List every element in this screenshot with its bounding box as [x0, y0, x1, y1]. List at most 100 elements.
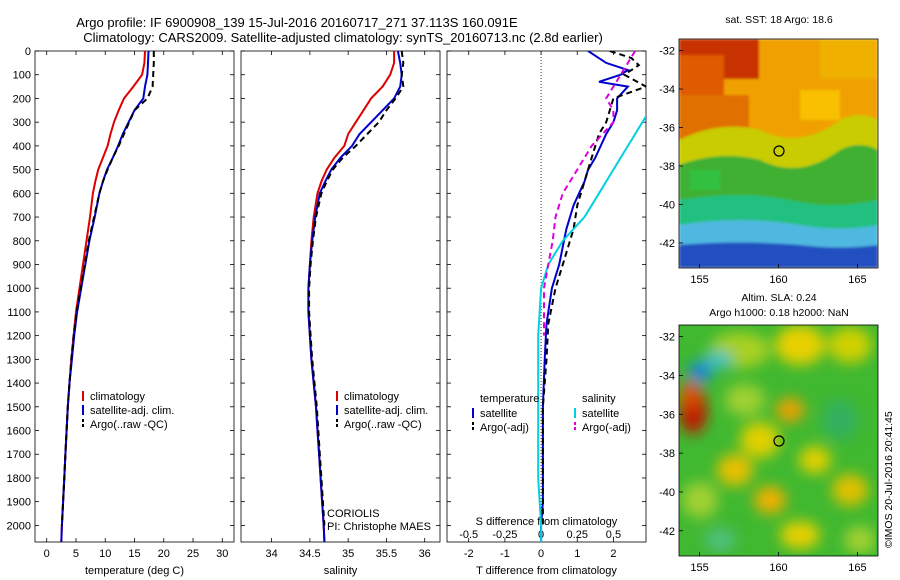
plot-frame	[446, 50, 647, 543]
annotation-text: CORIOLIS	[327, 508, 380, 520]
y-tick-label: 2000	[7, 520, 31, 532]
series-line	[60, 51, 155, 526]
x-tick-label: 2	[610, 548, 616, 560]
plot-frame	[34, 50, 235, 543]
map-x-tick-label: 165	[848, 274, 866, 286]
x-tick-label: 5	[73, 548, 79, 560]
y-tick-label: 200	[13, 93, 31, 105]
x-tick-label: 20	[158, 548, 170, 560]
y-tick-label: 1900	[7, 497, 31, 509]
series-line	[308, 51, 405, 526]
x-tick-label: 1	[574, 548, 580, 560]
x-tick-label: 0	[538, 548, 544, 560]
map-y-tick-label: -36	[659, 123, 675, 135]
x-tick-label: 35	[342, 548, 354, 560]
profile-panel-2: 34 34.5 35 35.5 36 salinity climatology satelli…	[240, 50, 441, 577]
y-tick-label: 400	[13, 141, 31, 153]
map-y-tick-label: -40	[659, 487, 675, 499]
x-tick-label-salinity: -0.25	[492, 529, 517, 541]
series-group	[537, 51, 646, 542]
legend-label: satellite	[582, 408, 619, 420]
float-position-marker	[773, 145, 785, 157]
y-tick-label: 100	[13, 70, 31, 82]
legend-label: Argo(..raw -QC)	[90, 419, 168, 431]
sla-field	[679, 325, 878, 556]
y-tick-label: 300	[13, 117, 31, 129]
x-tick-label: 36	[419, 548, 431, 560]
map-y-tick-label: -40	[659, 199, 675, 211]
y-tick-label: 1600	[7, 426, 31, 438]
map-y-tick-label: -42	[659, 526, 675, 538]
profile-panel-1: 0 5 10 15 20 25 30 temperature (deg C) 0 100 200 30…	[7, 46, 235, 577]
series-line	[537, 114, 646, 542]
y-tick-label: 0	[25, 46, 31, 58]
map-y-tick-label: -42	[659, 238, 675, 250]
map-y-tick-label: -32	[659, 46, 675, 58]
sla-map-panel: Altim. SLA: 0.24 Argo h1000: 0.18 h2000:…	[659, 292, 879, 574]
y-tick-label: 800	[13, 236, 31, 248]
profile-panel-3: -2 -1 0 1 2 T difference from climatology -0.5…	[446, 50, 647, 577]
series-group	[60, 51, 155, 542]
x-tick-label: 15	[128, 548, 140, 560]
sst-field	[679, 39, 878, 268]
map-x-tick-label: 155	[690, 562, 708, 574]
legend-label: satellite-adj. clim.	[90, 405, 174, 417]
x-tick-label: 34	[265, 548, 277, 560]
series-line	[543, 51, 636, 336]
y-tick-label: 700	[13, 212, 31, 224]
plot-frame	[240, 50, 441, 543]
sst-map-panel: sat. SST: 18 Argo: 18.6 155 160 165 -32 -34 -…	[659, 14, 879, 286]
legend-label: satellite-adj. clim.	[344, 405, 428, 417]
legend-label: Argo(..raw -QC)	[344, 419, 422, 431]
x-axis-label: salinity	[324, 565, 358, 577]
x-tick-label: 25	[187, 548, 199, 560]
x-axis-label-top: S difference from climatology	[476, 516, 618, 528]
y-tick-label: 1100	[7, 307, 31, 319]
map-y-tick-label: -32	[659, 332, 675, 344]
imos-credit: ©IMOS 20-Jul-2016 20:41:45	[883, 411, 895, 548]
y-tick-label: 1200	[7, 331, 31, 343]
map-y-tick-label: -34	[659, 370, 675, 382]
y-tick-label: 1400	[7, 378, 31, 390]
legend-label: satellite	[480, 408, 517, 420]
x-tick-label-salinity: 0.5	[606, 529, 621, 541]
float-position-marker	[773, 435, 785, 447]
map-x-tick-label: 165	[848, 562, 866, 574]
map-x-tick-label: 160	[769, 562, 787, 574]
y-tick-label: 1800	[7, 473, 31, 485]
header-line-1: Argo profile: IF 6900908_139 15-Jul-2016…	[76, 15, 518, 30]
map-x-tick-label: 155	[690, 274, 708, 286]
annotation-text: PI: Christophe MAES	[327, 521, 431, 533]
x-axis-label: temperature (deg C)	[85, 565, 184, 577]
series-line	[541, 51, 646, 526]
y-tick-label: 500	[13, 165, 31, 177]
y-tick-label: 1500	[7, 402, 31, 414]
legend-label: climatology	[90, 391, 146, 403]
legend-title: salinity	[582, 393, 616, 405]
map-x-tick-label: 160	[769, 274, 787, 286]
y-tick-label: 1000	[7, 283, 31, 295]
x-axis-label: T difference from climatology	[476, 565, 617, 577]
series-group	[307, 51, 405, 542]
map-y-tick-label: -36	[659, 409, 675, 421]
legend-title: temperature	[480, 393, 539, 405]
x-tick-label: -2	[464, 548, 474, 560]
legend-label: climatology	[344, 391, 400, 403]
x-tick-label-salinity: 0.25	[567, 529, 588, 541]
y-tick-label: 1300	[7, 354, 31, 366]
legend-label: Argo(-adj)	[480, 422, 529, 434]
map-y-tick-label: -38	[659, 448, 675, 460]
x-tick-label: 34.5	[299, 548, 320, 560]
x-tick-label-salinity: -0.5	[459, 529, 478, 541]
x-tick-label: 30	[216, 548, 228, 560]
sla-map-title-1: Altim. SLA: 0.24	[741, 292, 816, 304]
x-tick-label: 0	[44, 548, 50, 560]
y-tick-label: 900	[13, 259, 31, 271]
map-y-tick-label: -38	[659, 161, 675, 173]
y-tick-label: 1700	[7, 449, 31, 461]
x-tick-label: -1	[500, 548, 510, 560]
sst-map-title: sat. SST: 18 Argo: 18.6	[725, 14, 833, 26]
x-tick-label: 10	[99, 548, 111, 560]
sla-map-title-2: Argo h1000: 0.18 h2000: NaN	[709, 307, 849, 319]
